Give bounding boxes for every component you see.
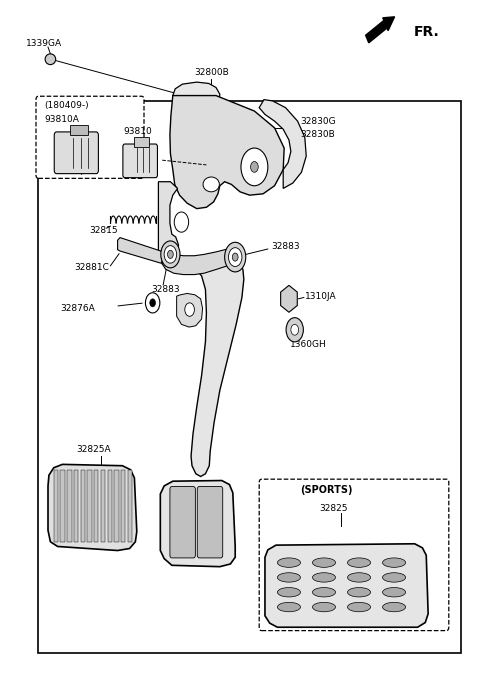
Circle shape <box>291 324 299 335</box>
FancyBboxPatch shape <box>54 132 98 174</box>
FancyBboxPatch shape <box>259 479 449 631</box>
FancyBboxPatch shape <box>170 487 195 558</box>
Ellipse shape <box>203 177 219 192</box>
Text: 32825: 32825 <box>319 504 348 513</box>
Text: 1310JA: 1310JA <box>305 291 337 301</box>
Bar <box>87 470 92 542</box>
Ellipse shape <box>348 573 371 582</box>
Text: 93810A: 93810A <box>44 115 79 125</box>
Circle shape <box>145 293 160 313</box>
Bar <box>128 470 132 542</box>
Ellipse shape <box>277 602 300 612</box>
Polygon shape <box>259 100 306 188</box>
Circle shape <box>150 299 156 307</box>
FancyBboxPatch shape <box>197 487 223 558</box>
Polygon shape <box>162 246 244 275</box>
Ellipse shape <box>312 602 336 612</box>
Circle shape <box>164 246 177 263</box>
Text: 1339GA: 1339GA <box>26 38 62 48</box>
Text: (SPORTS): (SPORTS) <box>300 485 353 495</box>
Bar <box>101 470 105 542</box>
Polygon shape <box>191 257 244 476</box>
Circle shape <box>225 242 246 272</box>
Text: 32800B: 32800B <box>194 68 228 77</box>
Bar <box>54 470 58 542</box>
Polygon shape <box>48 464 137 551</box>
Polygon shape <box>177 293 203 327</box>
Text: 32881C: 32881C <box>74 262 109 272</box>
Bar <box>60 470 65 542</box>
Bar <box>38 101 461 653</box>
Bar <box>108 470 112 542</box>
Ellipse shape <box>312 558 336 567</box>
FancyBboxPatch shape <box>123 144 157 178</box>
Circle shape <box>228 248 242 267</box>
Text: 1360GH: 1360GH <box>290 340 327 349</box>
Ellipse shape <box>277 573 300 582</box>
Ellipse shape <box>383 558 406 567</box>
Ellipse shape <box>45 54 56 65</box>
Ellipse shape <box>348 602 371 612</box>
Polygon shape <box>173 82 220 112</box>
Circle shape <box>241 148 268 186</box>
Circle shape <box>251 162 258 172</box>
Ellipse shape <box>383 602 406 612</box>
Polygon shape <box>170 96 284 209</box>
Text: 32830G: 32830G <box>300 116 336 126</box>
Bar <box>121 470 125 542</box>
Bar <box>134 137 149 147</box>
Text: 93810: 93810 <box>124 127 153 137</box>
Polygon shape <box>158 182 179 265</box>
Text: 32830B: 32830B <box>300 130 335 139</box>
FancyArrow shape <box>366 17 395 43</box>
Bar <box>74 470 78 542</box>
Text: (180409-): (180409-) <box>44 101 89 110</box>
Polygon shape <box>265 544 428 627</box>
Bar <box>67 470 72 542</box>
Text: 32815: 32815 <box>89 225 118 235</box>
Text: 32883: 32883 <box>271 242 300 251</box>
Circle shape <box>161 241 180 268</box>
Circle shape <box>232 253 238 261</box>
Text: 32876A: 32876A <box>60 304 95 313</box>
Bar <box>94 470 98 542</box>
Ellipse shape <box>348 588 371 597</box>
Ellipse shape <box>277 588 300 597</box>
Polygon shape <box>160 481 235 567</box>
Bar <box>114 470 119 542</box>
Circle shape <box>168 250 173 258</box>
FancyBboxPatch shape <box>36 96 144 178</box>
Ellipse shape <box>277 558 300 567</box>
Circle shape <box>174 212 189 232</box>
Ellipse shape <box>312 573 336 582</box>
Bar <box>81 470 85 542</box>
Ellipse shape <box>383 588 406 597</box>
Bar <box>70 125 88 135</box>
Text: 32825A: 32825A <box>76 446 111 454</box>
Ellipse shape <box>383 573 406 582</box>
Ellipse shape <box>348 558 371 567</box>
Ellipse shape <box>312 588 336 597</box>
Circle shape <box>185 303 194 316</box>
Text: FR.: FR. <box>414 26 440 39</box>
Text: 32883: 32883 <box>151 285 180 294</box>
Polygon shape <box>118 238 164 263</box>
Circle shape <box>286 318 303 342</box>
